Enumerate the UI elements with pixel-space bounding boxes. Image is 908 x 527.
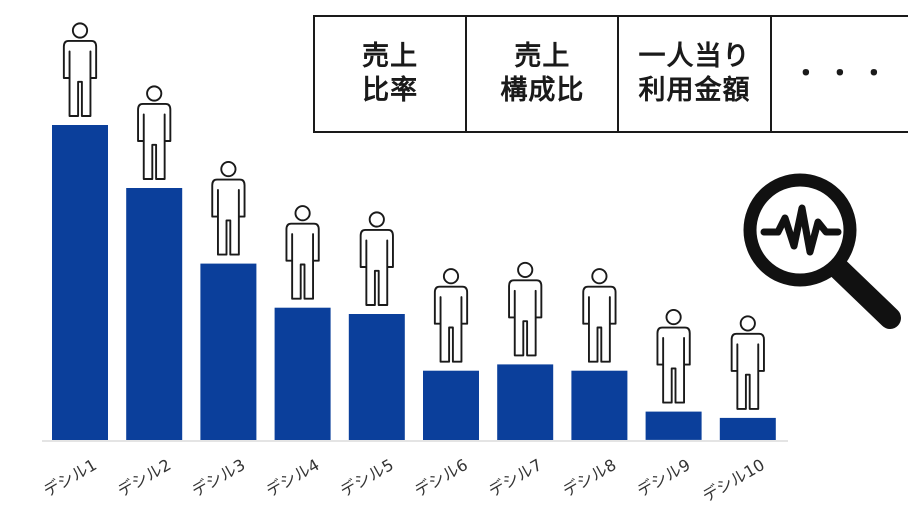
person-icon [211,161,246,256]
metric-label: 売上 構成比 [500,41,585,106]
person-icon [285,205,320,300]
person-icon [508,261,543,357]
person-icon [433,268,469,363]
metric-label: 売上 比率 [362,41,419,106]
x-tick-label: デシル4 [263,455,323,501]
metrics-table: 売上 比率 売上 構成比 一人当り 利用金額 ・・・ [313,15,908,133]
metric-label: 一人当り 利用金額 [638,41,751,106]
x-tick-label: デシル6 [411,455,471,501]
x-tick-label: デシル3 [189,455,249,501]
bar-decile-2 [126,188,183,440]
person-icon [137,85,172,180]
bar-decile-8 [571,370,628,440]
bar-decile-9 [645,411,702,440]
metric-cell-spend-per-person: 一人当り 利用金額 [619,17,772,131]
metric-cell-sales-composition: 売上 構成比 [467,17,620,131]
person-icon [359,211,394,306]
bar-decile-7 [497,364,554,440]
bar-decile-1 [52,125,108,440]
bar-decile-4 [274,307,331,440]
x-tick-label: デシル9 [634,455,694,501]
metric-label: ・・・ [792,58,895,89]
metric-cell-sales-ratio: 売上 比率 [315,17,468,131]
x-tick-label: デシル1 [40,455,100,501]
metric-cell-more: ・・・ [772,17,908,131]
bar-decile-6 [423,370,479,440]
bar-decile-10 [719,417,776,440]
x-tick-label: デシル5 [337,455,397,501]
magnifier-analysis-icon [743,173,901,329]
bar-decile-3 [200,263,257,440]
person-icon [62,22,98,117]
x-tick-label: デシル2 [114,455,174,501]
x-tick-label: デシル10 [699,455,768,506]
person-icon [582,268,617,363]
person-icon [656,309,691,404]
x-tick-label: デシル8 [560,455,620,501]
bar-decile-5 [348,314,405,440]
x-tick-label: デシル7 [485,455,545,501]
